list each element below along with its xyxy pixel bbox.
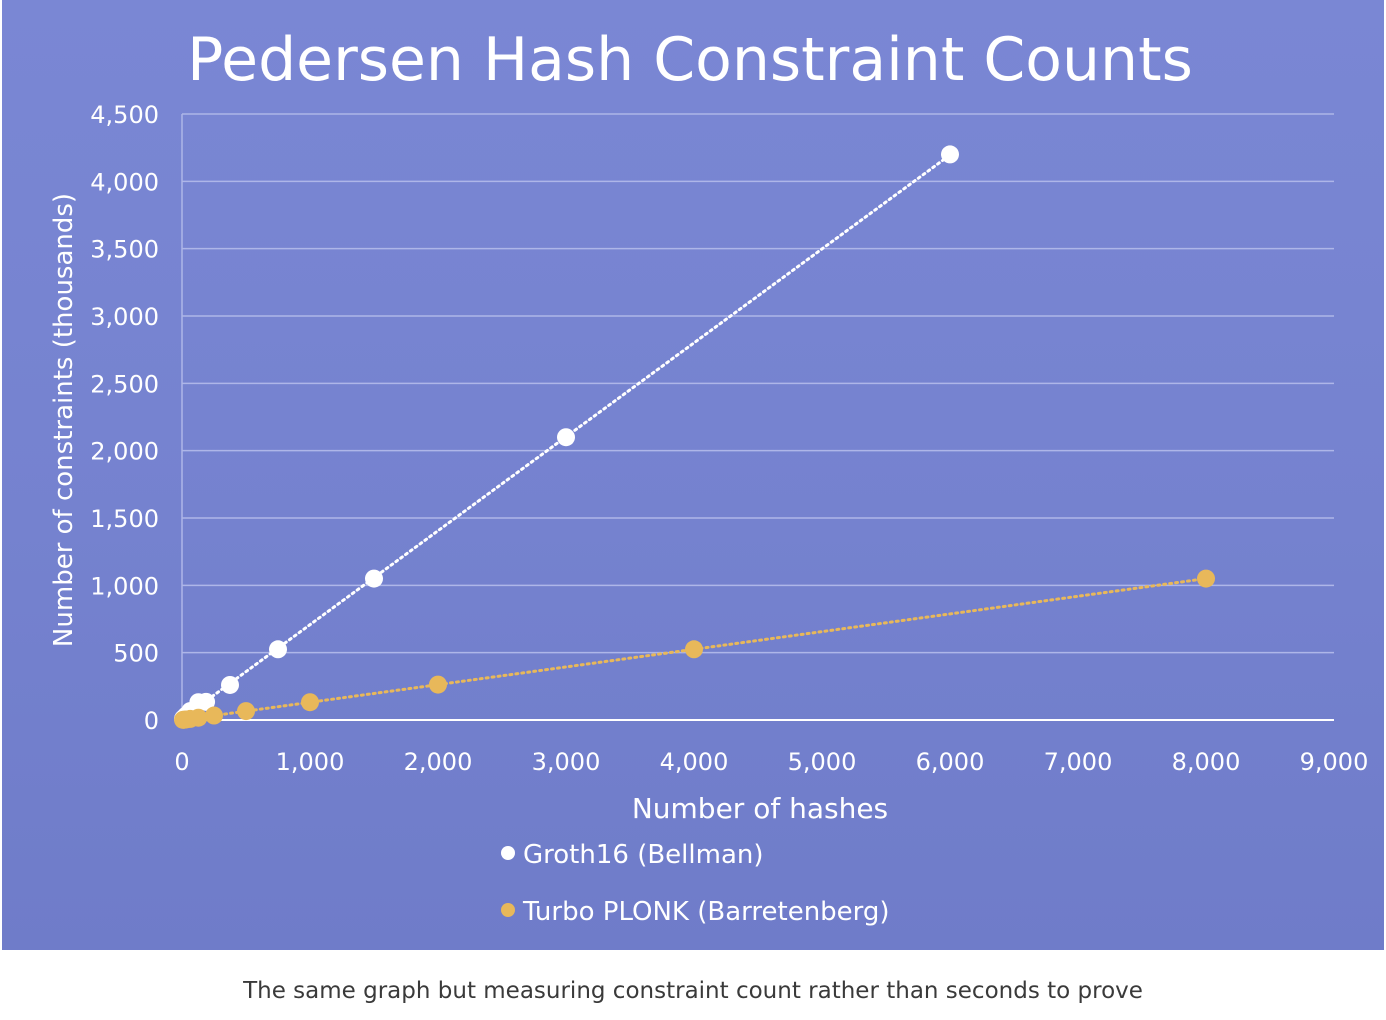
legend-label-groth16: Groth16 (Bellman): [523, 840, 764, 870]
data-point-series-1: [205, 706, 223, 725]
x-tick-label: 3,000: [532, 748, 601, 776]
data-point-series-0: [941, 145, 959, 164]
data-point-series-1: [301, 693, 319, 712]
data-point-series-1: [685, 640, 703, 659]
y-tick-label: 3,000: [90, 303, 159, 331]
chart-figure: Pedersen Hash Constraint Counts 0 500 1,00…: [2, 0, 1384, 950]
y-tick-label: 2,500: [90, 370, 159, 398]
y-tick-label: 2,000: [90, 438, 159, 466]
x-axis-ticks: 0 1,000 2,000 3,000 4,000 5,000 6,000 7,000 8,00…: [174, 748, 1368, 776]
x-tick-label: 8,000: [1172, 748, 1241, 776]
y-tick-label: 500: [113, 640, 159, 668]
y-tick-label: 4,500: [90, 101, 159, 129]
grid-lines: [181, 113, 1334, 720]
x-tick-label: 7,000: [1044, 748, 1113, 776]
x-tick-label: 0: [174, 748, 189, 776]
legend-item-turbo-plonk: Turbo PLONK (Barretenberg): [501, 897, 890, 927]
figure-caption: The same graph but measuring constraint …: [243, 978, 1143, 1004]
data-point-series-0: [197, 692, 216, 711]
x-tick-label: 2,000: [404, 748, 473, 776]
x-tick-label: 9,000: [1300, 748, 1369, 776]
y-tick-label: 4,000: [90, 168, 159, 196]
legend-label-turbo-plonk: Turbo PLONK (Barretenberg): [522, 897, 890, 927]
y-tick-label: 3,500: [90, 236, 159, 264]
y-tick-label: 1,500: [90, 505, 159, 533]
data-point-series-1: [429, 675, 447, 694]
data-point-series-0: [557, 428, 575, 447]
y-axis-ticks: 0 500 1,000 1,500 2,000 2,500 3,000 3,500 4,000 4…: [90, 101, 159, 735]
data-point-series-0: [269, 640, 287, 659]
y-tick-label: 0: [144, 707, 159, 735]
data-point-series-0: [365, 569, 383, 588]
legend-marker-turbo-plonk: [501, 903, 515, 917]
chart-title: Pedersen Hash Constraint Counts: [187, 25, 1193, 95]
x-axis-label: Number of hashes: [632, 792, 888, 825]
y-tick-label: 1,000: [90, 572, 159, 600]
data-points: [174, 145, 1215, 729]
legend-marker-groth16: [501, 846, 515, 860]
chart-svg: Pedersen Hash Constraint Counts 0 500 1,00…: [49, 25, 1368, 927]
x-tick-label: 1,000: [276, 748, 345, 776]
legend-item-groth16: Groth16 (Bellman): [501, 840, 764, 870]
data-point-series-1: [189, 708, 208, 727]
data-point-series-1: [1197, 569, 1215, 588]
x-tick-label: 6,000: [916, 748, 985, 776]
y-axis-label: Number of constraints (thousands): [49, 193, 79, 647]
trendlines: [181, 153, 1208, 722]
data-point-series-1: [237, 702, 255, 721]
data-point-series-0: [221, 675, 239, 694]
legend: Groth16 (Bellman) Turbo PLONK (Barretenb…: [501, 840, 890, 927]
x-tick-label: 5,000: [788, 748, 857, 776]
x-tick-label: 4,000: [660, 748, 729, 776]
